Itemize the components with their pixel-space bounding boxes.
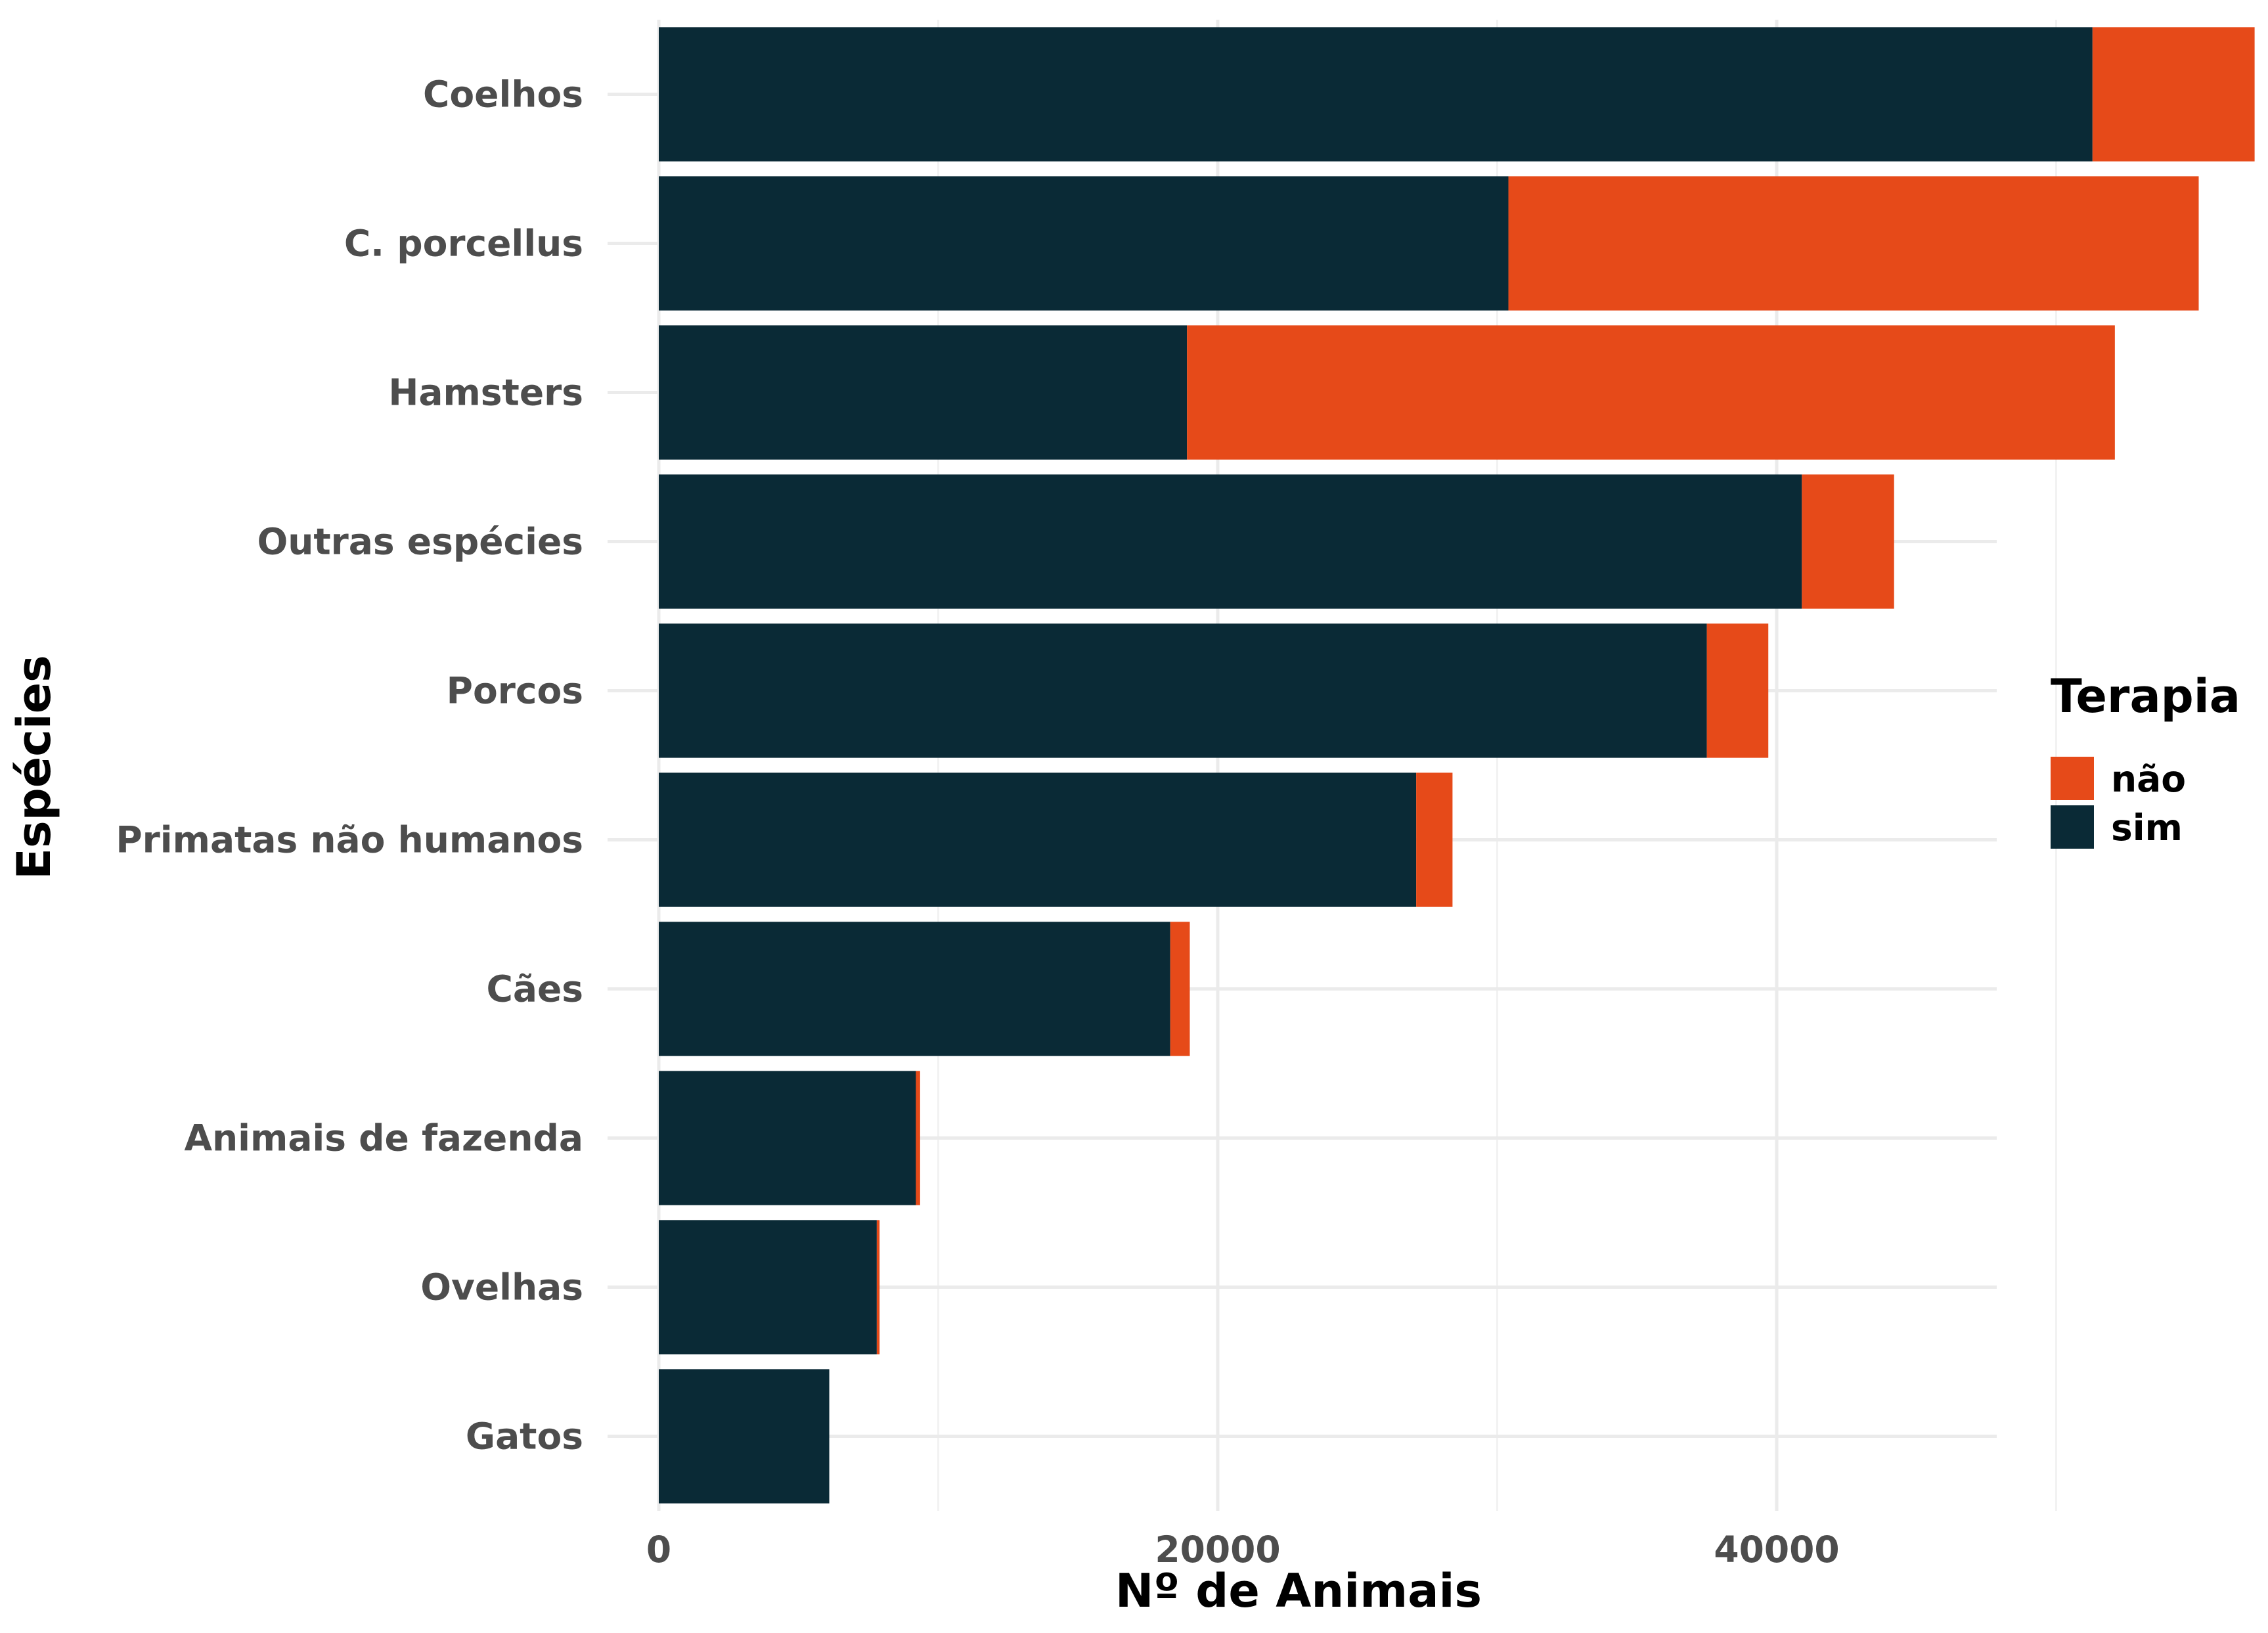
bar-sim-porcos [659,623,1707,758]
bar-sim-coelhos [659,27,2093,162]
y-tick-label: Animais de fazenda [184,1117,583,1159]
bar-não-c-es [1170,922,1190,1056]
y-tick-label: Coelhos [423,74,583,116]
legend-label-sim: sim [2111,807,2183,849]
y-axis-title: Espécies [7,655,61,880]
bar-sim-c-porcellus [659,176,1509,311]
bar-não-primatas-n-o-humanos [1416,772,1453,907]
legend-swatch-sim [2051,805,2094,849]
y-tick-label: Gatos [466,1416,583,1458]
y-tick-label: Outras espécies [257,521,583,563]
x-tick-labels: 0 20000 40000 [646,1529,1840,1571]
y-tick-label: C. porcellus [344,223,583,265]
y-tick-label: Ovelhas [420,1266,583,1309]
x-tick-label: 40000 [1714,1529,1839,1571]
bar-sim-gatos [659,1369,830,1504]
legend-label-nao: não [2111,758,2186,800]
y-tick-label: Cães [486,968,583,1010]
bar-sim-c-es [659,922,1170,1056]
bar-não-c-porcellus [1508,176,2199,311]
legend-title: Terapia [2051,669,2240,723]
bar-sim-animais-de-fazenda [659,1071,916,1205]
y-tick-label: Primatas não humanos [116,819,583,861]
legend: Terapia não sim [2051,669,2240,849]
bar-não-outras-esp-cies [1802,474,1894,609]
bar-sim-primatas-n-o-humanos [659,772,1417,907]
y-tick-labels: Coelhos C. porcellus Hamsters Outras espéci… [116,74,583,1458]
legend-swatch-nao [2051,757,2094,800]
x-axis-title: Nº de Animais [1115,1564,1482,1618]
bar-não-animais-de-fazenda [916,1071,920,1205]
y-tick-label: Hamsters [388,372,583,414]
bar-sim-ovelhas [659,1220,877,1354]
bar-não-coelhos [2092,27,2255,162]
bar-sim-outras-esp-cies [659,474,1802,609]
bar-sim-hamsters [659,325,1188,460]
bars [659,27,2255,1504]
bar-não-ovelhas [876,1220,880,1354]
bar-não-hamsters [1187,325,2115,460]
y-tick-label: Porcos [447,670,583,712]
x-tick-label: 0 [646,1529,671,1571]
x-tick-label: 20000 [1155,1529,1280,1571]
bar-não-porcos [1706,623,1769,758]
